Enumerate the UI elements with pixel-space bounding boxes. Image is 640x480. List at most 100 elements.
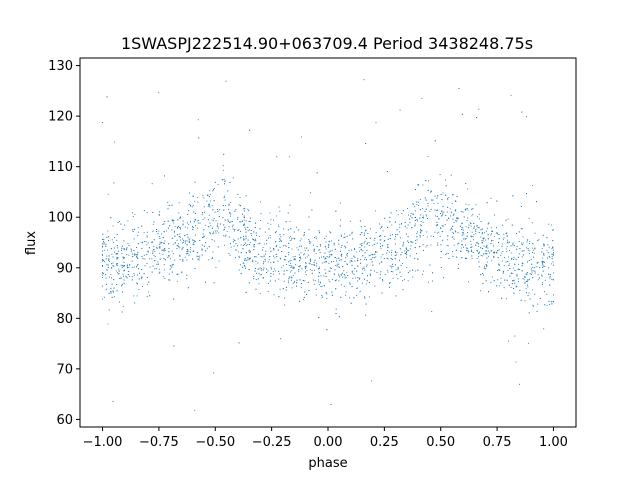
data-point <box>409 222 411 224</box>
data-point <box>340 246 342 248</box>
data-point <box>245 235 247 237</box>
data-point <box>461 243 463 246</box>
data-point <box>340 235 343 237</box>
data-point <box>282 265 284 267</box>
data-point <box>437 244 439 246</box>
data-point <box>189 221 192 223</box>
data-point <box>184 240 186 242</box>
data-point <box>424 197 426 199</box>
data-point <box>356 270 358 272</box>
data-point <box>309 192 312 194</box>
data-point <box>121 283 123 285</box>
data-point <box>152 230 154 232</box>
data-point <box>242 262 244 264</box>
data-point <box>108 259 110 261</box>
data-point <box>153 245 155 247</box>
data-point <box>248 269 250 271</box>
data-point <box>243 244 245 247</box>
data-point <box>349 283 351 285</box>
data-point <box>380 239 382 241</box>
data-point <box>215 220 217 222</box>
data-point <box>243 215 245 217</box>
data-point <box>278 226 280 228</box>
data-point <box>348 249 350 252</box>
data-point <box>521 228 523 230</box>
data-point <box>123 282 125 284</box>
data-point <box>369 228 372 230</box>
data-point <box>257 268 259 270</box>
data-point <box>351 272 354 274</box>
data-point <box>208 226 210 228</box>
data-point <box>106 96 108 98</box>
data-point <box>319 267 321 269</box>
data-point <box>440 257 442 259</box>
data-point <box>213 187 215 189</box>
data-point <box>273 261 275 263</box>
data-point <box>277 260 279 262</box>
data-point <box>207 204 210 206</box>
data-point <box>163 276 165 278</box>
data-point <box>411 241 413 243</box>
data-point <box>530 273 532 276</box>
data-point <box>251 238 254 240</box>
data-point <box>354 277 356 279</box>
data-point <box>118 268 120 270</box>
data-point <box>186 274 188 276</box>
data-point <box>303 232 305 234</box>
data-point <box>254 270 256 272</box>
data-point <box>466 235 468 237</box>
data-point <box>391 249 393 251</box>
data-point <box>345 276 347 279</box>
data-point <box>425 214 427 216</box>
data-point <box>259 201 262 203</box>
data-point <box>208 196 210 198</box>
data-point <box>429 264 431 266</box>
data-point <box>280 240 283 242</box>
data-point <box>346 235 348 237</box>
data-point <box>517 263 520 265</box>
data-point <box>351 231 353 233</box>
data-point <box>138 278 140 280</box>
data-point <box>546 257 549 259</box>
data-point <box>487 227 489 229</box>
data-point <box>289 260 291 262</box>
data-point <box>526 239 529 241</box>
data-point <box>440 193 442 195</box>
data-point <box>501 297 503 299</box>
data-point <box>502 250 504 252</box>
data-point <box>304 262 307 264</box>
data-point <box>502 238 504 240</box>
data-point <box>452 255 454 257</box>
data-point <box>441 225 443 227</box>
data-point <box>238 204 240 206</box>
data-point <box>416 231 419 233</box>
data-point <box>163 242 165 244</box>
data-point <box>182 238 184 240</box>
data-point <box>243 237 245 239</box>
data-point <box>498 263 500 265</box>
data-point <box>116 247 119 249</box>
data-point <box>171 264 173 266</box>
data-point <box>364 240 366 242</box>
data-point <box>481 242 483 244</box>
data-point <box>481 248 483 250</box>
data-point <box>345 257 347 259</box>
data-point <box>262 269 264 271</box>
data-point <box>526 271 528 274</box>
data-point <box>141 225 143 227</box>
data-point <box>309 260 312 262</box>
data-point <box>407 214 410 216</box>
data-point <box>447 197 449 200</box>
data-point <box>158 92 160 94</box>
data-point <box>274 280 276 282</box>
data-point <box>318 275 320 277</box>
data-point <box>426 231 428 233</box>
data-point <box>153 221 155 223</box>
data-point <box>345 247 347 249</box>
data-point <box>171 237 173 239</box>
data-point <box>113 296 115 298</box>
data-point <box>513 257 515 259</box>
data-point <box>516 274 518 276</box>
data-point <box>147 242 149 244</box>
data-point <box>254 222 257 224</box>
